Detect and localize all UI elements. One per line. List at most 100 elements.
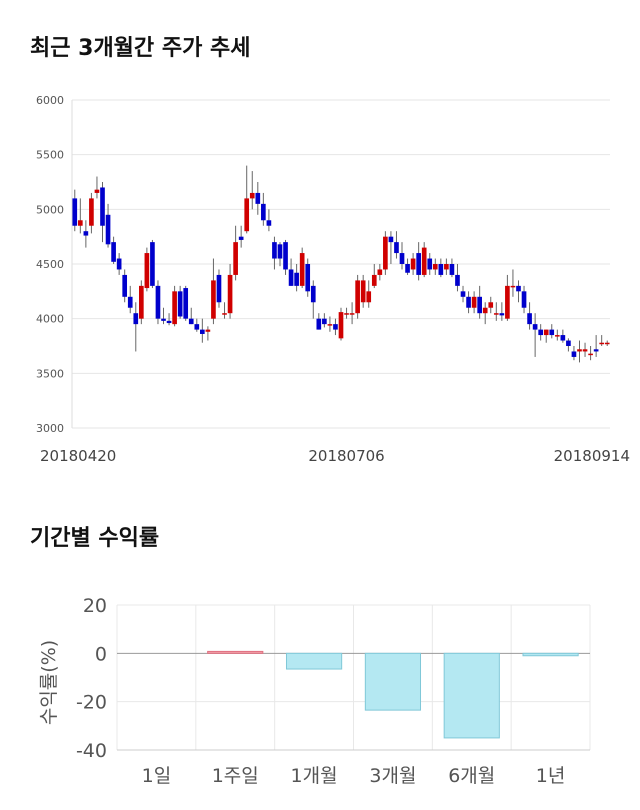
y-tick-label: 5000 bbox=[36, 203, 64, 216]
candle-body bbox=[322, 318, 327, 325]
candle-body bbox=[471, 296, 477, 308]
y-tick-label: 5500 bbox=[36, 149, 64, 162]
candle-body bbox=[521, 291, 527, 308]
y-tick-label: -40 bbox=[76, 740, 107, 762]
candle-body bbox=[532, 324, 538, 330]
y-tick-label: 4000 bbox=[36, 313, 64, 326]
candle-body bbox=[360, 280, 366, 303]
candle-body bbox=[466, 296, 471, 308]
candle-body bbox=[405, 264, 410, 273]
price-trend-title: 최근 3개월간 주가 추세 bbox=[30, 36, 251, 61]
y-tick-label: 3000 bbox=[36, 422, 64, 435]
price-candlestick-chart: 3000 3500 4000 4500 5000 5500 6000 20180420 2018… bbox=[36, 94, 630, 465]
candle-body bbox=[538, 329, 543, 336]
candle-body bbox=[560, 335, 566, 341]
candle-body bbox=[127, 296, 133, 308]
x-category-label: 3개월 bbox=[369, 765, 416, 787]
candle-body bbox=[344, 313, 349, 315]
candle-body bbox=[427, 258, 433, 270]
candle-body bbox=[294, 272, 299, 286]
candle-body bbox=[388, 236, 394, 243]
candle-body bbox=[493, 313, 499, 315]
candle-body bbox=[399, 253, 405, 264]
candle-body bbox=[383, 236, 388, 270]
candle-body bbox=[349, 313, 355, 315]
return-bar bbox=[522, 652, 579, 657]
return-bar bbox=[285, 652, 343, 670]
x-tick-label: 20180420 bbox=[40, 447, 116, 465]
candle-body bbox=[554, 335, 560, 337]
candle-body bbox=[111, 242, 116, 262]
candle-body bbox=[161, 318, 166, 321]
y-tick-label: 20 bbox=[83, 595, 107, 617]
candle-body bbox=[488, 302, 494, 308]
candle-body bbox=[371, 274, 377, 286]
candle-body bbox=[460, 291, 466, 297]
candle-body bbox=[327, 324, 333, 326]
candle-body bbox=[266, 220, 272, 226]
candle-body bbox=[222, 313, 227, 315]
return-bar bbox=[364, 652, 422, 711]
candle-body bbox=[166, 320, 172, 324]
candle-body bbox=[216, 274, 222, 303]
candle-body bbox=[588, 353, 593, 356]
candle-body bbox=[172, 291, 177, 325]
candle-body bbox=[249, 192, 255, 199]
candle-body bbox=[139, 285, 144, 319]
return-bar bbox=[207, 650, 264, 654]
candle-body bbox=[194, 324, 200, 330]
candle-body bbox=[188, 318, 194, 325]
candle-body bbox=[288, 269, 294, 286]
candle-body bbox=[233, 242, 238, 275]
candle-body bbox=[355, 280, 360, 314]
candle-body bbox=[416, 253, 421, 275]
candle-body bbox=[477, 296, 482, 314]
candle-body bbox=[432, 264, 438, 270]
x-category-label: 6개월 bbox=[448, 765, 495, 787]
candle-body bbox=[604, 342, 610, 345]
candle-body bbox=[366, 291, 372, 303]
candle-body bbox=[549, 329, 555, 336]
candle-body bbox=[277, 244, 283, 259]
candle-body bbox=[444, 264, 449, 270]
candle-body bbox=[582, 349, 588, 352]
y-tick-label: 0 bbox=[95, 643, 107, 665]
return-bar bbox=[443, 652, 500, 739]
candle-body bbox=[255, 192, 261, 204]
candle-body bbox=[455, 274, 460, 286]
candle-body bbox=[499, 313, 505, 316]
candle-body bbox=[261, 203, 266, 221]
candle-body bbox=[83, 231, 89, 236]
x-category-label: 1주일 bbox=[212, 765, 259, 787]
candle-body bbox=[122, 274, 128, 297]
candle-body bbox=[77, 220, 83, 226]
candle-body bbox=[155, 285, 161, 319]
candle-body bbox=[238, 236, 244, 240]
candle-body bbox=[599, 342, 605, 345]
candle-body bbox=[305, 264, 311, 292]
candle-body bbox=[482, 307, 488, 314]
y-tick-label: -20 bbox=[76, 692, 107, 714]
candle-body bbox=[94, 189, 100, 193]
y-tick-label: 4500 bbox=[36, 258, 64, 271]
candle-body bbox=[310, 285, 316, 303]
candle-body bbox=[449, 264, 455, 275]
candle-body bbox=[510, 285, 516, 288]
x-tick-label: 20180914 bbox=[554, 447, 630, 465]
candle-body bbox=[211, 280, 216, 319]
candle-body bbox=[72, 198, 78, 226]
period-return-title: 기간별 수익률 bbox=[30, 526, 160, 551]
y-tick-label: 3500 bbox=[36, 367, 64, 380]
candle-body bbox=[566, 340, 571, 346]
candle-body bbox=[144, 253, 150, 289]
candle-body bbox=[421, 247, 427, 275]
candle-body bbox=[205, 329, 211, 332]
candle-body bbox=[133, 313, 139, 325]
candle-body bbox=[244, 198, 250, 232]
candle-body bbox=[438, 264, 444, 275]
candle-body bbox=[227, 274, 233, 314]
candle-body bbox=[200, 329, 205, 334]
candle-body bbox=[338, 312, 344, 339]
x-tick-label: 20180706 bbox=[308, 447, 384, 465]
candle-body bbox=[299, 253, 305, 286]
